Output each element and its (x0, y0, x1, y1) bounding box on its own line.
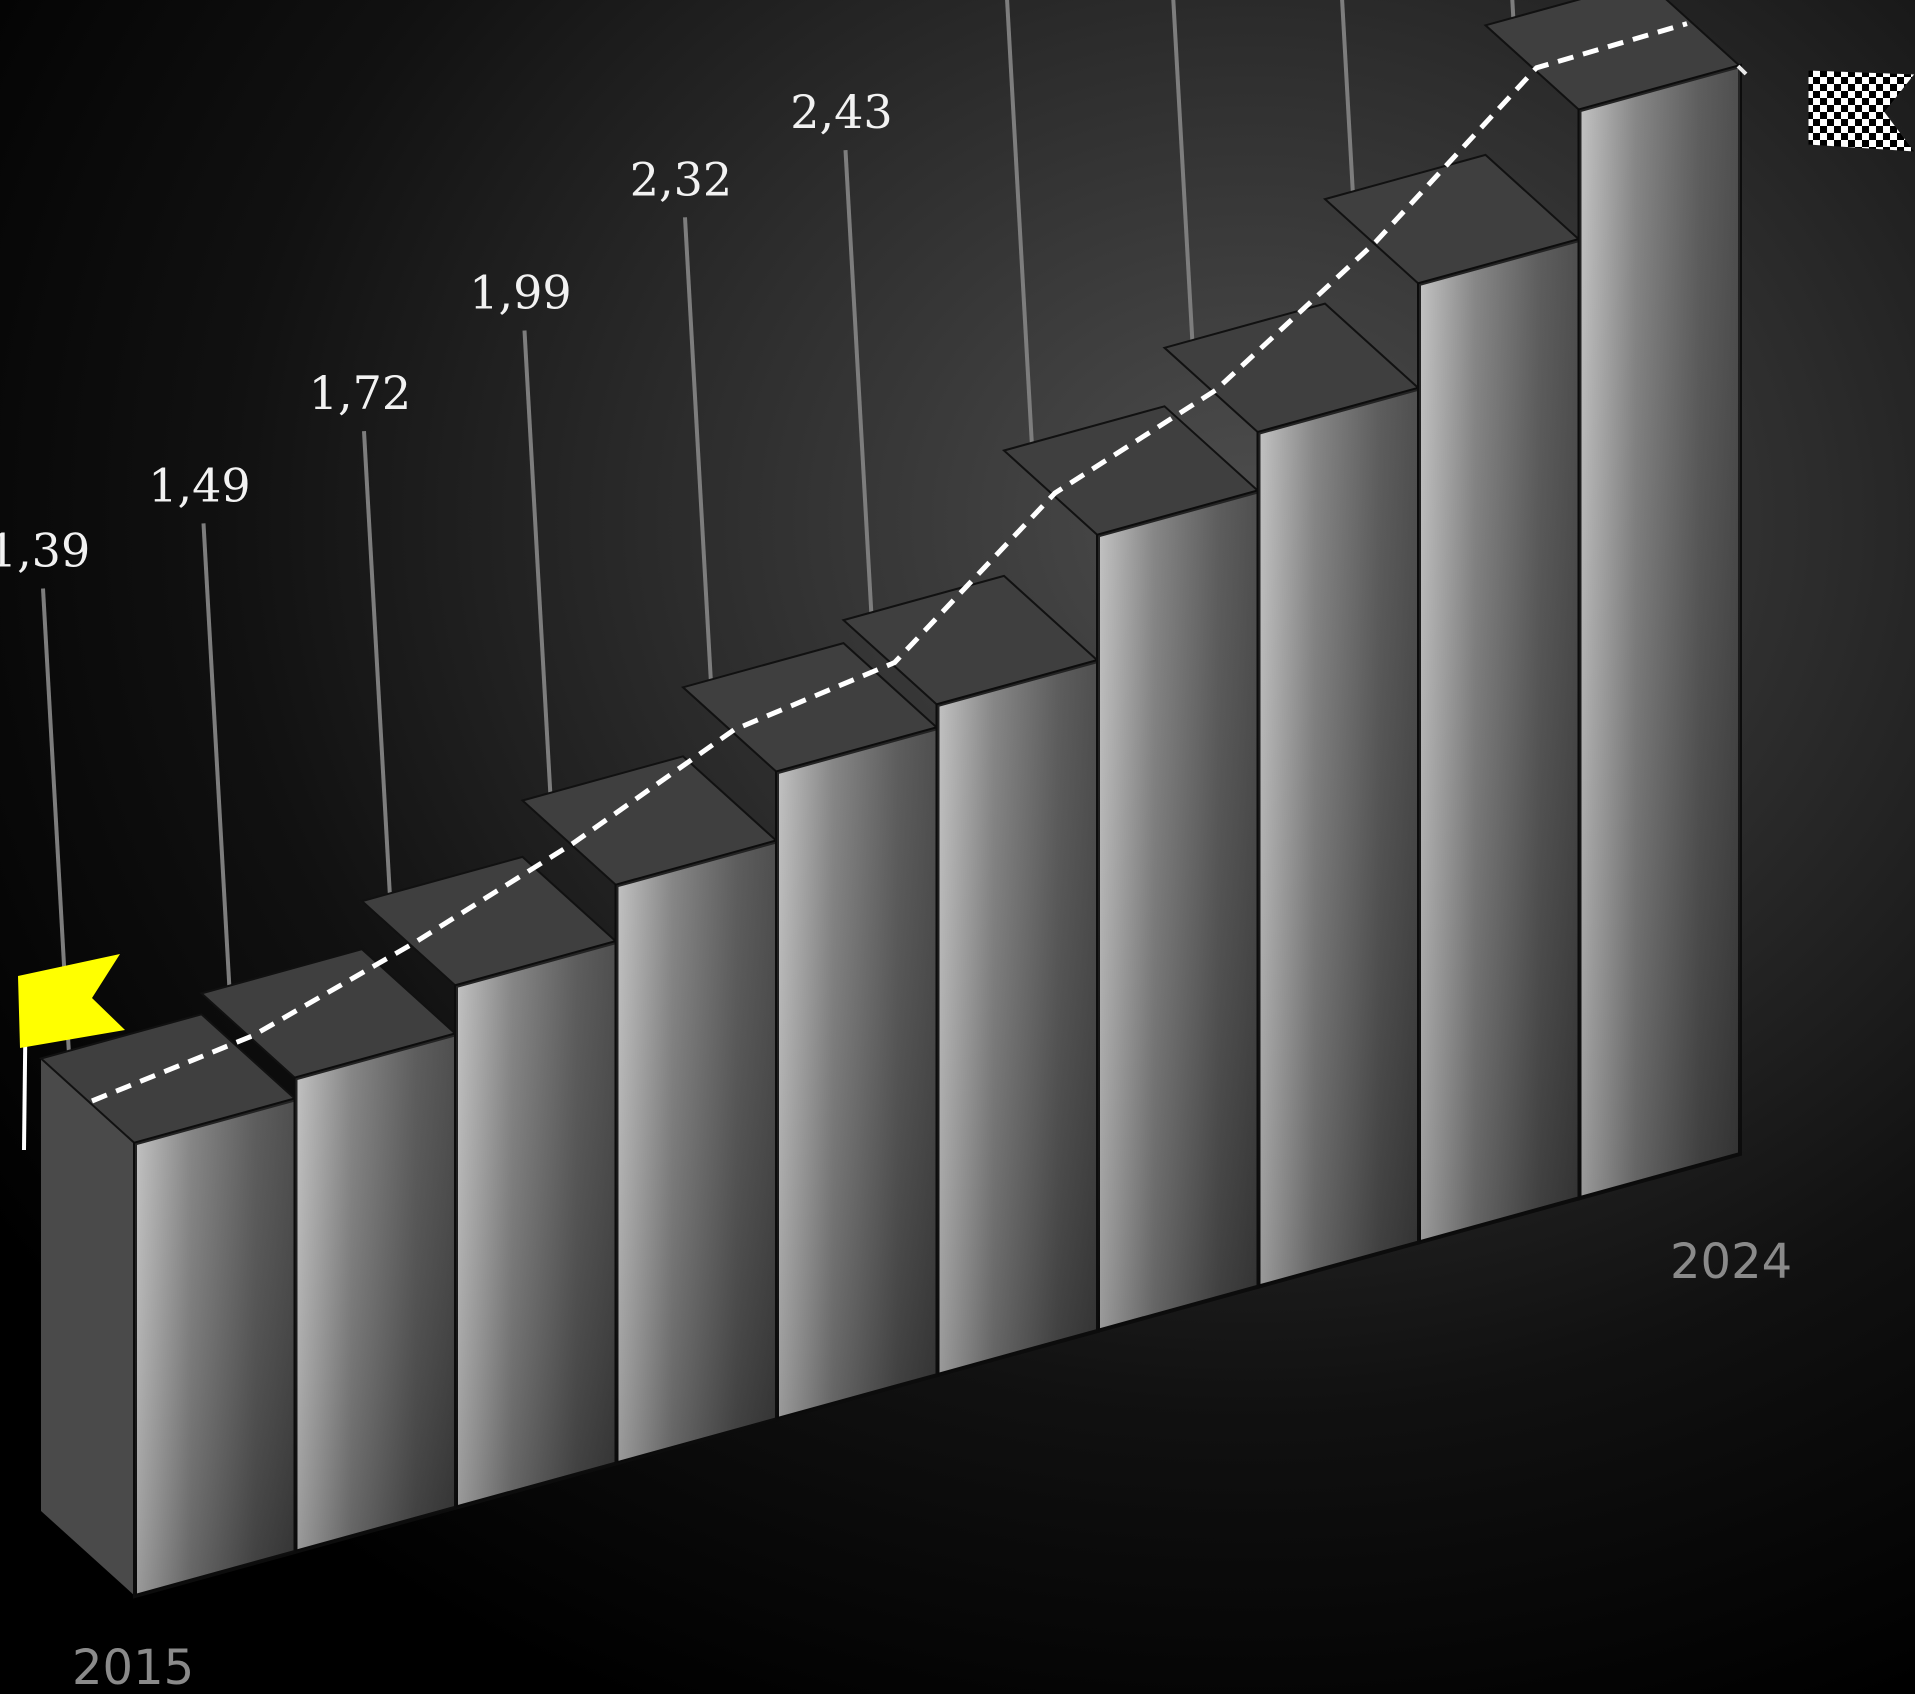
bar-shade (1258, 388, 1419, 1287)
bar-shade (1579, 66, 1740, 1199)
value-label: 1,39 (0, 523, 90, 577)
value-connector-line (201, 523, 232, 990)
bar-side-face (41, 1058, 135, 1596)
start-year-label: 2015 (72, 1640, 194, 1694)
value-label: 1,49 (148, 458, 250, 512)
value-label: 1,99 (469, 265, 571, 319)
road-dashed-line (91, 21, 1688, 1104)
road-line-group (91, 21, 1688, 1104)
value-connector-line (1340, 0, 1355, 196)
bars-group (38, 0, 1743, 1599)
bar-shade (135, 1099, 296, 1596)
bar-shade (1419, 239, 1580, 1243)
bar-shade (777, 728, 938, 1420)
value-connector-line (362, 431, 392, 898)
value-label: 2,32 (630, 152, 732, 206)
value-labels-group: 1,391,491,721,992,322,433,033,313,814,43 (0, 85, 893, 577)
bar-shade (616, 841, 777, 1464)
value-label: 2,43 (790, 85, 892, 139)
bar-shade (1098, 491, 1259, 1331)
bar-shade (937, 660, 1098, 1375)
end-year-label: 2024 (1670, 1234, 1792, 1290)
value-label: 1,72 (309, 366, 411, 420)
value-connector-line (522, 330, 553, 797)
start-flag-icon (18, 954, 125, 1048)
bar-shade (456, 941, 617, 1508)
flags-group (18, 64, 1915, 1151)
value-connector-line (1171, 0, 1195, 344)
bar-shade (295, 1034, 456, 1552)
value-connector-line (1005, 0, 1034, 447)
value-connector-line (843, 150, 874, 617)
value-connector-line (683, 217, 713, 684)
finish-flag-icon (1807, 69, 1915, 153)
value-connector-lines (41, 0, 1516, 1055)
finish-flag-pole (1736, 64, 1748, 76)
